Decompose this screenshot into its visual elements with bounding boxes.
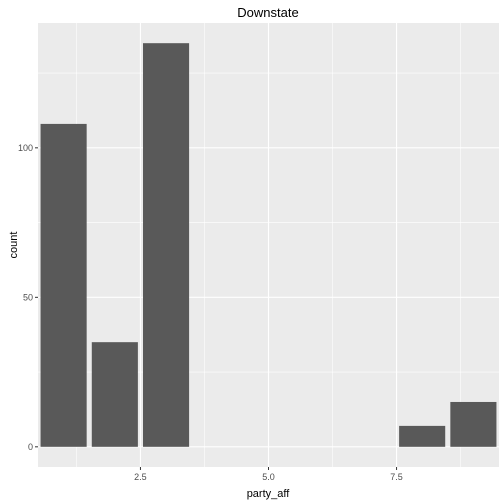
y-tick-label: 100 <box>18 143 33 153</box>
x-tick-label: 7.5 <box>390 472 403 482</box>
bar <box>40 123 87 447</box>
y-axis-ticks: 0 50 100 <box>18 143 38 452</box>
y-axis-title: count <box>8 232 20 259</box>
x-tick-label: 2.5 <box>134 472 147 482</box>
bar <box>399 425 446 447</box>
bar <box>143 43 190 447</box>
x-axis-title: party_aff <box>247 488 291 500</box>
x-tick-label: 5.0 <box>262 472 275 482</box>
x-axis-ticks: 2.5 5.0 7.5 <box>134 467 403 482</box>
bars <box>40 43 497 447</box>
chart-title: Downstate <box>237 5 298 20</box>
y-tick-label: 50 <box>23 292 33 302</box>
y-tick-label: 0 <box>28 442 33 452</box>
bar <box>91 342 138 447</box>
bar <box>450 401 497 447</box>
